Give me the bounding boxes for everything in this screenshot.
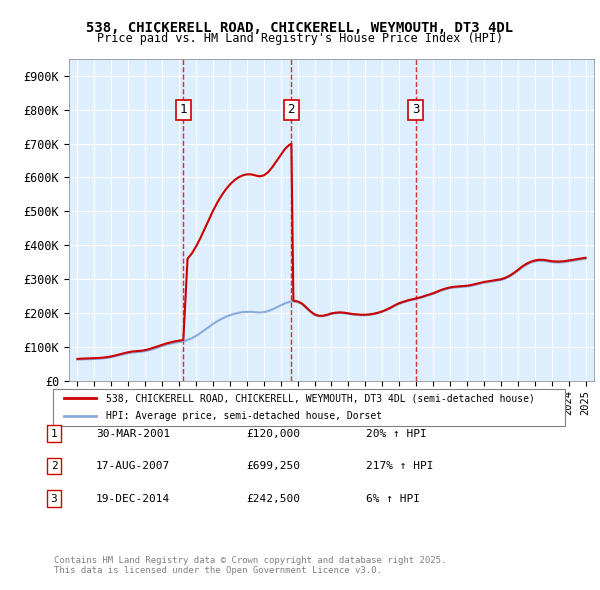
Text: £242,500: £242,500	[246, 494, 300, 503]
Text: 19-DEC-2014: 19-DEC-2014	[96, 494, 170, 503]
Text: HPI: Average price, semi-detached house, Dorset: HPI: Average price, semi-detached house,…	[106, 411, 382, 421]
Text: 2: 2	[50, 461, 58, 471]
Text: Price paid vs. HM Land Registry's House Price Index (HPI): Price paid vs. HM Land Registry's House …	[97, 32, 503, 45]
Text: 538, CHICKERELL ROAD, CHICKERELL, WEYMOUTH, DT3 4DL: 538, CHICKERELL ROAD, CHICKERELL, WEYMOU…	[86, 21, 514, 35]
Text: 30-MAR-2001: 30-MAR-2001	[96, 429, 170, 438]
Text: £699,250: £699,250	[246, 461, 300, 471]
Text: 3: 3	[412, 103, 419, 116]
Text: 217% ↑ HPI: 217% ↑ HPI	[366, 461, 433, 471]
Text: 6% ↑ HPI: 6% ↑ HPI	[366, 494, 420, 503]
Text: 1: 1	[179, 103, 187, 116]
Text: 538, CHICKERELL ROAD, CHICKERELL, WEYMOUTH, DT3 4DL (semi-detached house): 538, CHICKERELL ROAD, CHICKERELL, WEYMOU…	[106, 393, 535, 403]
Text: 3: 3	[50, 494, 58, 503]
Text: £120,000: £120,000	[246, 429, 300, 438]
Text: 1: 1	[50, 429, 58, 438]
FancyBboxPatch shape	[53, 389, 565, 426]
Text: 17-AUG-2007: 17-AUG-2007	[96, 461, 170, 471]
Text: 20% ↑ HPI: 20% ↑ HPI	[366, 429, 427, 438]
Text: Contains HM Land Registry data © Crown copyright and database right 2025.
This d: Contains HM Land Registry data © Crown c…	[54, 556, 446, 575]
Text: 2: 2	[287, 103, 295, 116]
